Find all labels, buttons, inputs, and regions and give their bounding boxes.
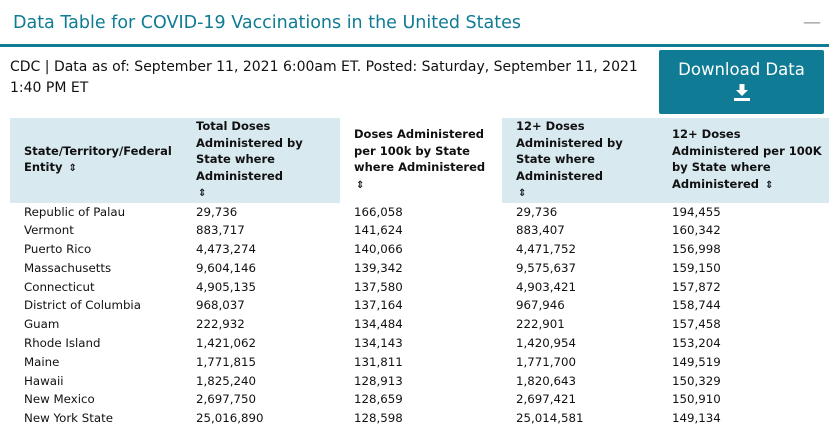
panel-header[interactable]: Data Table for COVID-19 Vaccinations in … [0, 0, 829, 47]
value-cell: 128,598 [340, 409, 502, 428]
entity-name-cell: Hawaii [10, 372, 182, 391]
entity-name-cell: Republic of Palau [10, 203, 182, 222]
entity-name-cell: New Mexico [10, 390, 182, 409]
download-icon [734, 84, 750, 102]
sort-icon[interactable]: ⇕ [765, 178, 773, 195]
value-cell: 134,484 [340, 315, 502, 334]
value-cell: 25,014,581 [502, 409, 658, 428]
value-cell: 29,736 [502, 203, 658, 222]
value-cell: 128,659 [340, 390, 502, 409]
entity-name-cell: Vermont [10, 221, 182, 240]
value-cell: 149,519 [658, 353, 829, 372]
value-cell: 141,624 [340, 221, 502, 240]
value-cell: 968,037 [182, 296, 340, 315]
panel-title: Data Table for COVID-19 Vaccinations in … [13, 13, 521, 33]
entity-name-cell: Puerto Rico [10, 240, 182, 259]
value-cell: 4,905,135 [182, 278, 340, 297]
value-cell: 157,872 [658, 278, 829, 297]
column-header-total-doses[interactable]: Total Doses Administered by State where … [182, 118, 340, 203]
value-cell: 137,164 [340, 296, 502, 315]
value-cell: 137,580 [340, 278, 502, 297]
entity-name-cell: Massachusetts [10, 259, 182, 278]
value-cell: 150,910 [658, 390, 829, 409]
entity-name-cell: Maine [10, 353, 182, 372]
column-header-12plus-doses[interactable]: 12+ Doses Administered by State where Ad… [502, 118, 658, 203]
value-cell: 9,575,637 [502, 259, 658, 278]
sort-icon[interactable]: ⇕ [518, 186, 526, 203]
value-cell: 194,455 [658, 203, 829, 222]
column-header-12plus-per-100k[interactable]: 12+ Doses Administered per 100K by State… [658, 118, 829, 203]
value-cell: 150,329 [658, 372, 829, 391]
sort-icon[interactable]: ⇕ [198, 186, 206, 203]
value-cell: 883,407 [502, 221, 658, 240]
value-cell: 134,143 [340, 334, 502, 353]
sort-icon[interactable]: ⇕ [69, 161, 77, 178]
data-timestamp-text: CDC | Data as of: September 11, 2021 6:0… [10, 57, 650, 99]
table-header-row: State/Territory/Federal Entity ⇕ Total D… [10, 118, 829, 203]
value-cell: 158,744 [658, 296, 829, 315]
value-cell: 25,016,890 [182, 409, 340, 428]
collapse-icon[interactable]: — [803, 16, 821, 30]
value-cell: 156,998 [658, 240, 829, 259]
value-cell: 4,473,274 [182, 240, 340, 259]
value-cell: 140,066 [340, 240, 502, 259]
value-cell: 157,458 [658, 315, 829, 334]
value-cell: 222,901 [502, 315, 658, 334]
value-cell: 1,420,954 [502, 334, 658, 353]
value-cell: 153,204 [658, 334, 829, 353]
value-cell: 9,604,146 [182, 259, 340, 278]
value-cell: 149,134 [658, 409, 829, 428]
value-cell: 1,825,240 [182, 372, 340, 391]
entity-name-cell: Guam [10, 315, 182, 334]
column-header-doses-per-100k[interactable]: Doses Administered per 100k by State whe… [340, 118, 502, 203]
value-cell: 160,342 [658, 221, 829, 240]
value-cell: 131,811 [340, 353, 502, 372]
value-cell: 4,903,421 [502, 278, 658, 297]
entity-name-cell: Connecticut [10, 278, 182, 297]
value-cell: 2,697,421 [502, 390, 658, 409]
value-cell: 1,421,062 [182, 334, 340, 353]
value-cell: 967,946 [502, 296, 658, 315]
value-cell: 166,058 [340, 203, 502, 222]
value-cell: 159,150 [658, 259, 829, 278]
entity-name-cell: District of Columbia [10, 296, 182, 315]
value-cell: 29,736 [182, 203, 340, 222]
entity-name-cell: New York State [10, 409, 182, 428]
value-cell: 883,717 [182, 221, 340, 240]
value-cell: 139,342 [340, 259, 502, 278]
value-cell: 1,771,815 [182, 353, 340, 372]
data-table-container: State/Territory/Federal Entity ⇕ Total D… [10, 118, 829, 428]
vaccination-data-panel: Data Table for COVID-19 Vaccinations in … [0, 0, 829, 418]
entity-name-cell: Rhode Island [10, 334, 182, 353]
download-data-button[interactable]: Download Data [659, 50, 824, 114]
value-cell: 222,932 [182, 315, 340, 334]
vaccination-table: State/Territory/Federal Entity ⇕ Total D… [10, 118, 829, 428]
value-cell: 4,471,752 [502, 240, 658, 259]
value-cell: 1,820,643 [502, 372, 658, 391]
value-cell: 2,697,750 [182, 390, 340, 409]
download-button-label: Download Data [659, 60, 824, 79]
sort-icon[interactable]: ⇕ [356, 178, 364, 195]
value-cell: 1,771,700 [502, 353, 658, 372]
column-header-entity[interactable]: State/Territory/Federal Entity ⇕ [10, 118, 182, 203]
value-cell: 128,913 [340, 372, 502, 391]
